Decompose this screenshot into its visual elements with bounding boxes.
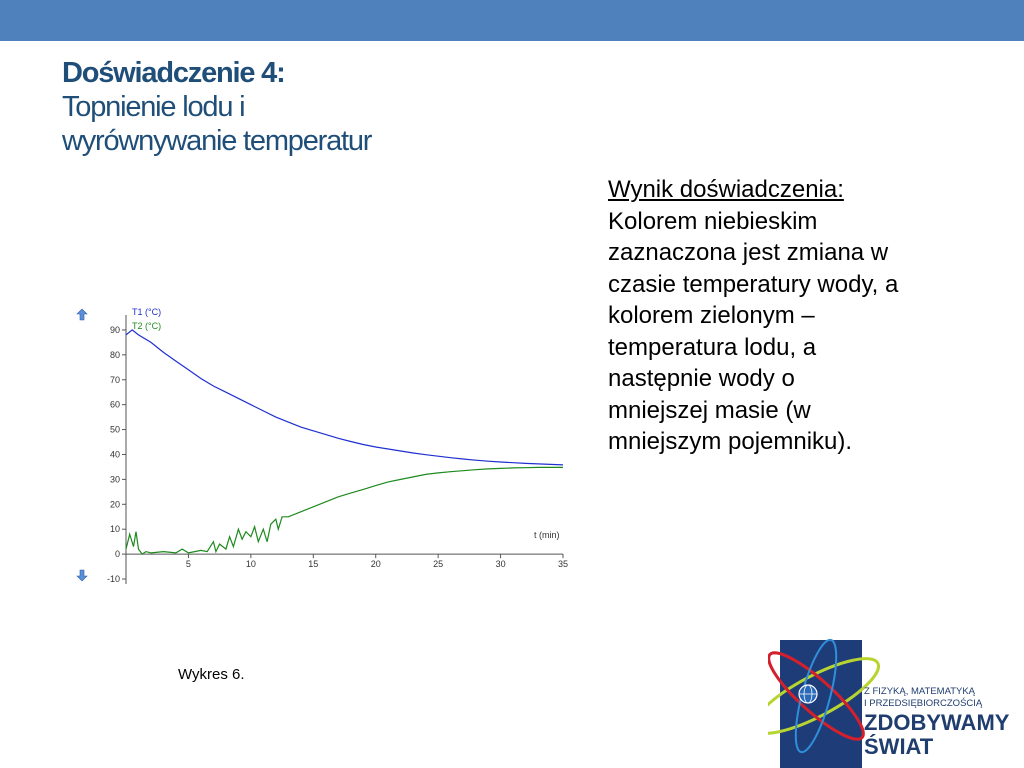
x-tick-label: 30 xyxy=(496,559,506,569)
result-line: temperatura lodu, a xyxy=(608,333,817,361)
top-bar xyxy=(0,0,1024,41)
y-tick-label: 70 xyxy=(110,375,120,385)
logo-line-4: ŚWIAT xyxy=(864,734,934,759)
slide-title: Doświadczenie 4: Topnienie lodu i wyrówn… xyxy=(62,56,582,158)
chart-caption: Wykres 6. xyxy=(178,666,245,683)
title-subtitle-line-1: Topnienie lodu i xyxy=(62,91,246,123)
result-line: mniejszym pojemniku). xyxy=(608,428,853,455)
y-tick-label: 60 xyxy=(110,400,120,410)
x-tick-label: 15 xyxy=(308,559,318,569)
y-tick-label: 10 xyxy=(110,524,120,534)
y-tick-label: 90 xyxy=(110,325,120,335)
result-line: kolorem zielonym – xyxy=(608,302,815,329)
y-tick-label: -10 xyxy=(107,574,120,584)
legend-t2: T2 (°C) xyxy=(132,321,161,331)
y-tick-label: 30 xyxy=(110,474,120,484)
logo: Z FIZYKĄ, MATEMATYKĄ I PRZEDSIĘBIORCZOŚC… xyxy=(768,638,1010,768)
result-line: zaznaczona jest zmiana w xyxy=(608,239,889,266)
x-tick-label: 5 xyxy=(186,559,191,569)
series-line-1 xyxy=(125,329,564,466)
result-line: czasie temperatury wody, a xyxy=(608,270,899,298)
result-description: Wynik doświadczenia: Kolorem niebieskim … xyxy=(608,174,988,458)
logo-line-1: Z FIZYKĄ, MATEMATYKĄ xyxy=(864,686,976,697)
scroll-down-arrow-icon[interactable] xyxy=(76,569,88,582)
legend-t1: T1 (°C) xyxy=(132,307,161,317)
x-tick-label: 10 xyxy=(246,559,256,569)
x-axis-label: t (min) xyxy=(534,530,560,540)
x-tick-label: 25 xyxy=(433,559,443,569)
scroll-up-arrow-icon[interactable] xyxy=(76,308,88,321)
y-tick-label: 80 xyxy=(110,350,120,360)
x-tick-label: 35 xyxy=(558,559,568,569)
temperature-chart: 90 80 70 60 50 40 30 20 10 0 -10 5 10 15 20 25 30 35 T1 (… xyxy=(76,307,568,584)
result-heading: Wynik doświadczenia: xyxy=(608,176,844,203)
y-tick-label: 40 xyxy=(110,449,120,459)
title-main: Doświadczenie 4: xyxy=(62,57,286,89)
title-subtitle-line-2: wyrównywanie temperatur xyxy=(62,125,372,157)
series-line-2 xyxy=(125,466,563,555)
logo-line-3: ZDOBYWAMY xyxy=(864,710,1010,735)
result-line: mniejszej masie (w xyxy=(608,396,811,424)
x-tick-label: 20 xyxy=(371,559,381,569)
result-line: Kolorem niebieskim xyxy=(608,207,818,235)
y-tick-label: 0 xyxy=(115,549,120,559)
result-line: następnie wody o xyxy=(608,365,795,392)
y-tick-label: 50 xyxy=(110,425,120,435)
y-tick-label: 20 xyxy=(110,499,120,509)
logo-line-2: I PRZEDSIĘBIORCZOŚCIĄ xyxy=(864,697,983,709)
